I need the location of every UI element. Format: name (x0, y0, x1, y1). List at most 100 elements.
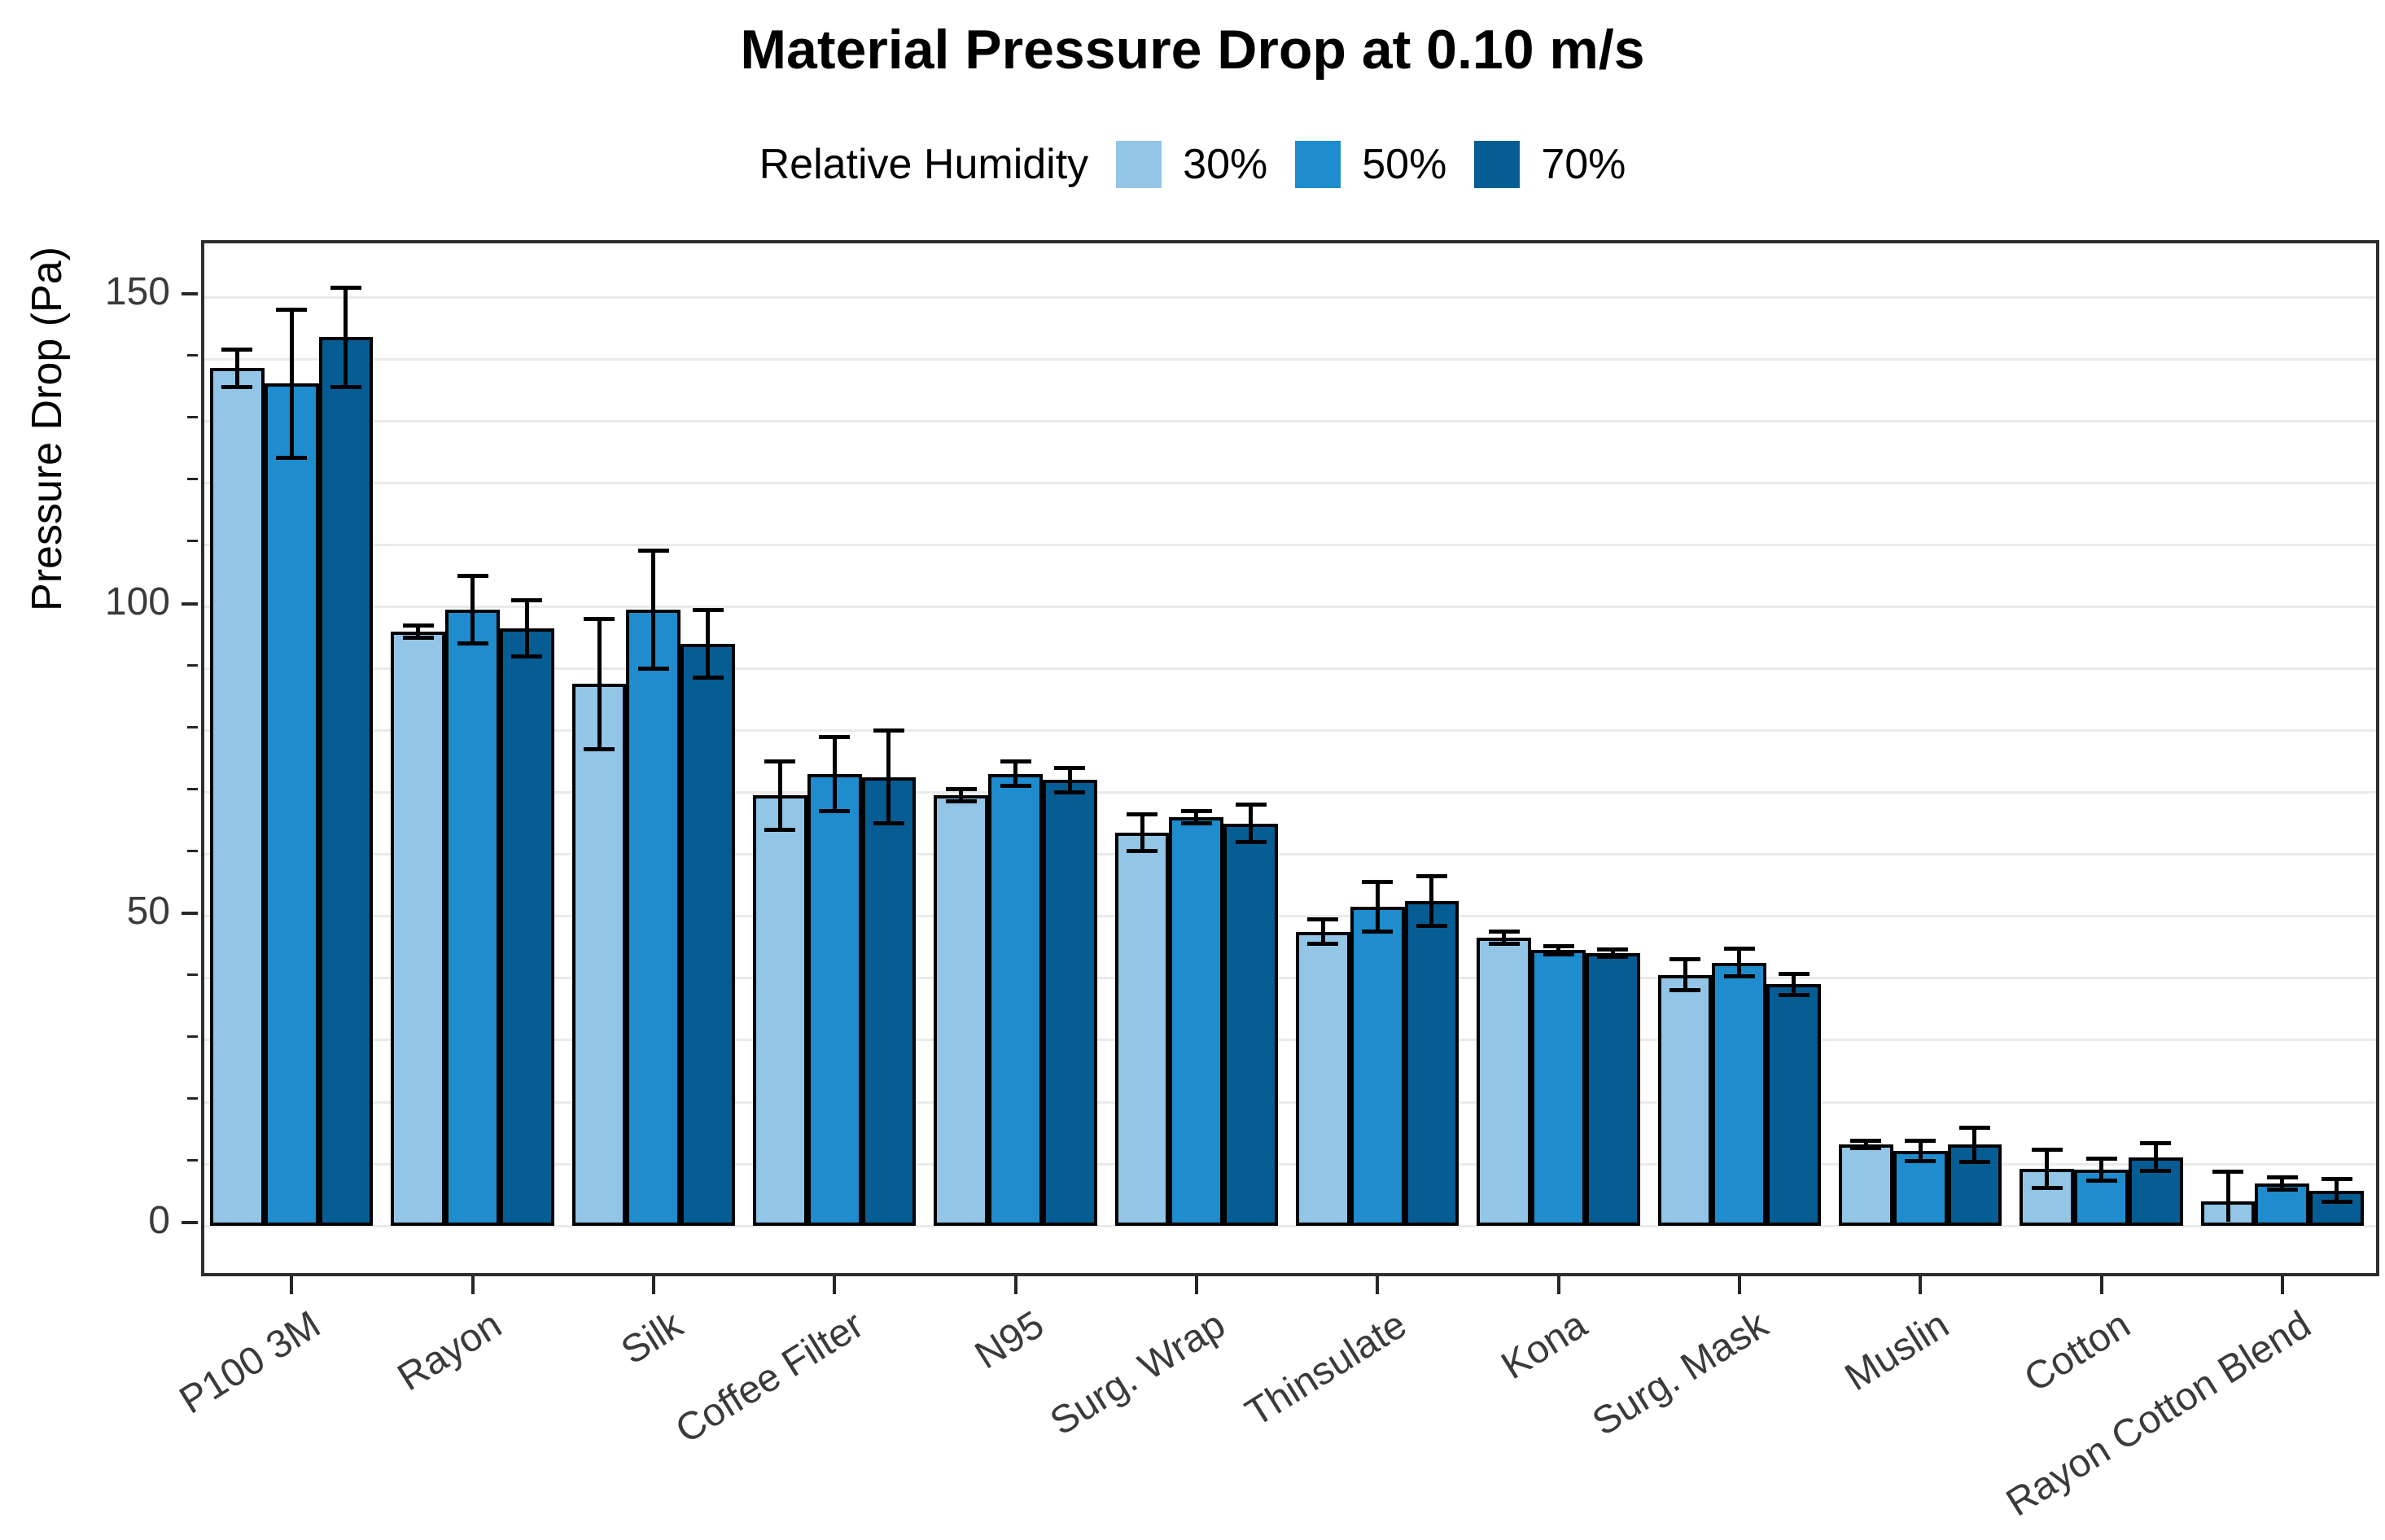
error-bar-cap (1778, 992, 1810, 997)
error-bar-cap (2085, 1178, 2117, 1183)
error-bar-cap (1307, 942, 1339, 947)
x-tick (1013, 1276, 1017, 1294)
error-bar-cap (1958, 1125, 1990, 1130)
error-bar-cap (1850, 1138, 1882, 1143)
bar (934, 795, 989, 1227)
y-tick (187, 725, 198, 728)
error-bar-cap (819, 808, 851, 813)
error-bar-cap (402, 635, 434, 640)
y-tick (187, 1097, 198, 1100)
error-bar-cap (945, 787, 977, 792)
legend-item-70: 70% (1474, 140, 1626, 189)
x-tick-label: Cotton (2017, 1302, 2138, 1401)
error-bar (1683, 959, 1687, 991)
x-tick-label: Silk (613, 1302, 690, 1373)
gridline (204, 1224, 2376, 1227)
y-tick (182, 292, 198, 296)
bar (988, 773, 1043, 1227)
error-bar (2280, 1177, 2285, 1190)
error-bar (470, 575, 475, 644)
x-tick-label: Kona (1494, 1302, 1595, 1389)
error-bar-cap (637, 549, 669, 553)
error-bar-cap (1180, 808, 1212, 813)
error-bar-cap (2266, 1175, 2298, 1180)
error-bar-cap (873, 728, 904, 733)
error-bar-cap (1723, 973, 1755, 978)
x-tick-label: Rayon Cotton Blend (1999, 1302, 2319, 1525)
error-bar-cap (1054, 790, 1086, 795)
gridline (204, 295, 2376, 299)
error-bar-cap (1670, 988, 1701, 993)
error-bar (2225, 1171, 2230, 1223)
error-bar-cap (276, 456, 308, 461)
error-bar (1792, 973, 1796, 995)
error-bar-cap (1488, 930, 1520, 934)
y-tick (182, 602, 198, 606)
y-tick-label: 150 (104, 270, 170, 314)
bar (445, 610, 500, 1227)
error-bar-cap (692, 676, 724, 680)
y-tick (187, 1159, 198, 1162)
legend-label-30: 30% (1183, 141, 1268, 188)
legend-item-30: 30% (1116, 140, 1267, 189)
error-bar-cap (2321, 1177, 2352, 1182)
gridline (204, 853, 2376, 856)
error-bar-cap (819, 734, 851, 739)
bar (1585, 953, 1640, 1227)
x-tick-label: P100 3M (172, 1302, 328, 1423)
bar (1531, 950, 1586, 1227)
error-bar-cap (637, 666, 669, 671)
error-bar (1610, 949, 1615, 957)
error-bar-cap (1416, 923, 1447, 928)
bar (391, 631, 446, 1227)
bar (1657, 974, 1713, 1227)
bar (1766, 984, 1821, 1227)
x-tick (2099, 1276, 2103, 1294)
gridline (204, 977, 2376, 980)
error-bar (1249, 804, 1254, 842)
y-tick (187, 354, 198, 357)
error-bar (777, 761, 782, 830)
bar (1296, 931, 1350, 1227)
gridline (204, 1100, 2376, 1104)
bar (571, 684, 627, 1227)
error-bar-cap (1850, 1145, 1882, 1150)
error-bar (344, 287, 348, 387)
gridline (204, 1162, 2376, 1166)
error-bar-cap (221, 384, 253, 389)
bar (1114, 832, 1170, 1227)
error-bar-cap (1000, 759, 1031, 763)
x-tick (2280, 1276, 2284, 1294)
error-bar-cap (2031, 1147, 2063, 1152)
error-bar-cap (1127, 812, 1158, 816)
gridline (204, 667, 2376, 671)
x-tick-label: Thinsulate (1237, 1302, 1414, 1436)
legend-swatch-30-icon (1116, 141, 1162, 188)
x-tick (470, 1276, 475, 1294)
error-bar-cap (330, 384, 361, 389)
error-bar (1013, 761, 1017, 786)
x-tick-label: Muslin (1838, 1302, 1957, 1400)
y-axis-title: Pressure Drop (Pa) (24, 247, 71, 611)
error-bar-cap (1235, 839, 1267, 844)
error-bar-cap (1127, 849, 1158, 854)
error-bar (289, 309, 294, 458)
y-tick-label: 50 (126, 889, 170, 933)
error-bar-cap (221, 348, 253, 352)
bar (1350, 907, 1405, 1227)
error-bar-cap (1543, 952, 1574, 957)
error-bar-cap (1905, 1139, 1936, 1144)
x-tick-label: Coffee Filter (667, 1302, 871, 1452)
bar (1893, 1150, 1948, 1227)
error-bar-cap (1235, 803, 1267, 807)
error-bar-cap (1000, 784, 1031, 789)
x-tick-label: N95 (968, 1302, 1052, 1378)
error-bar-cap (1958, 1160, 1990, 1165)
error-bar-cap (511, 598, 543, 603)
bar (318, 337, 374, 1227)
y-tick-label: 0 (148, 1199, 170, 1243)
error-bar-cap (2085, 1156, 2117, 1161)
x-tick (651, 1276, 655, 1294)
error-bar-cap (1905, 1158, 1936, 1163)
